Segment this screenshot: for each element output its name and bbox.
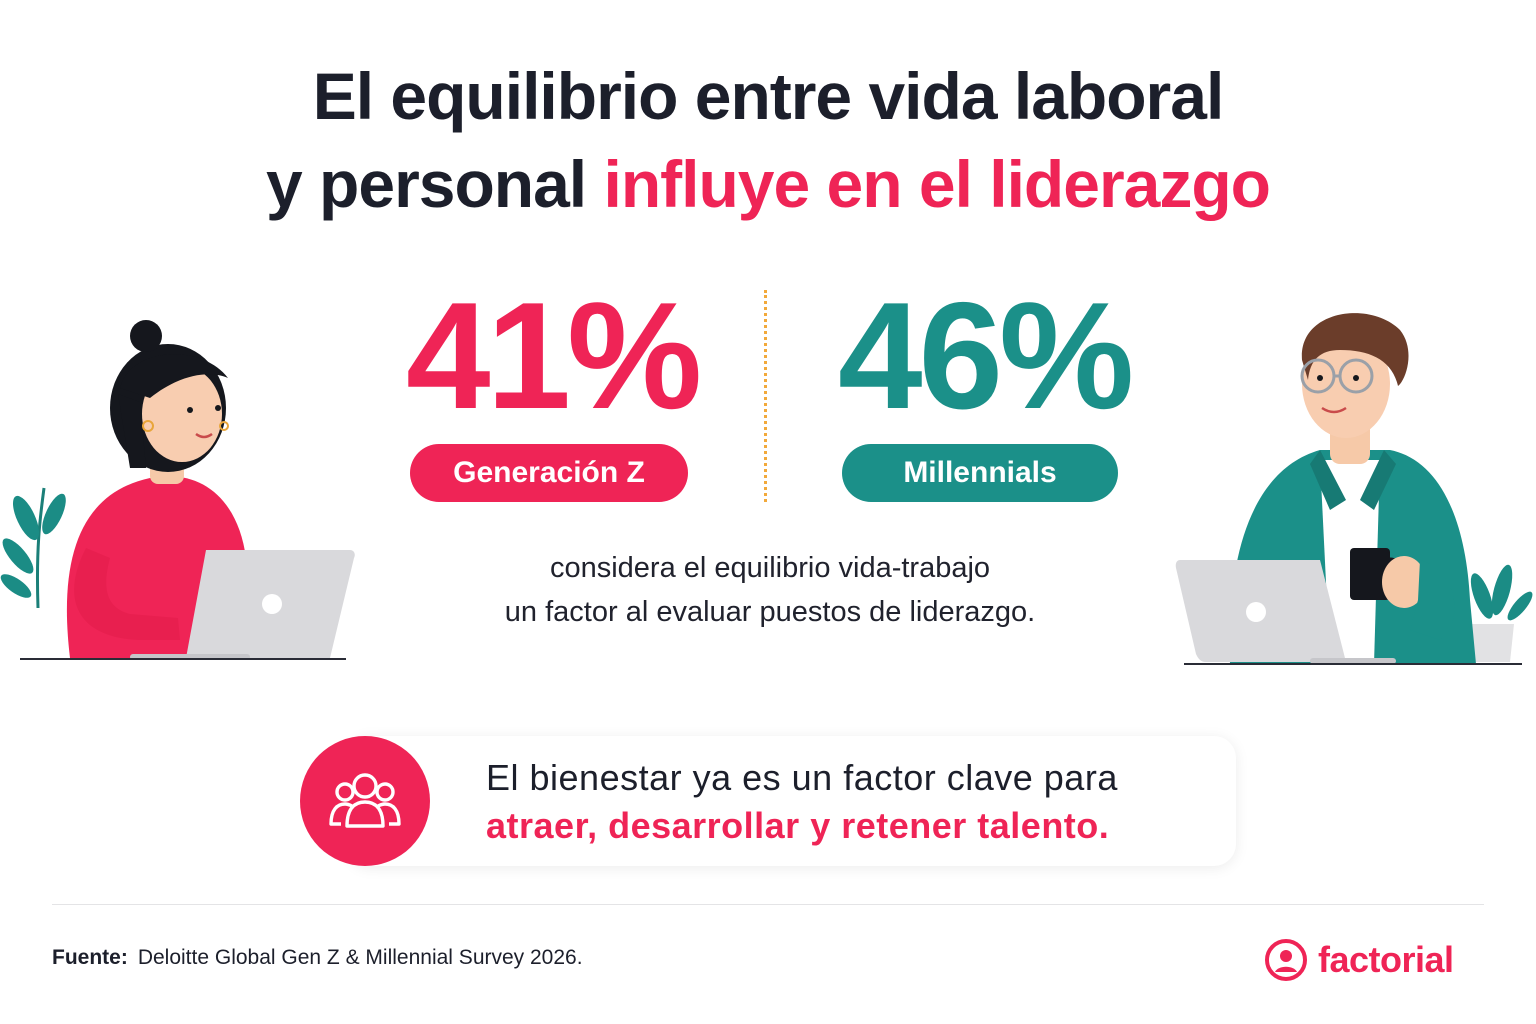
- callout-line-1: El bienestar ya es un factor clave para: [486, 757, 1118, 798]
- callout-card: [348, 736, 1236, 866]
- brand-name: factorial: [1318, 939, 1454, 980]
- stat-label-gen-z: Generación Z: [410, 444, 688, 502]
- factorial-logo[interactable]: factorial: [1264, 936, 1454, 984]
- description-line-1: considera el equilibrio vida-trabajo: [549, 552, 991, 584]
- title-line-2-plain: y personal: [266, 147, 604, 221]
- group-icon: [300, 736, 430, 866]
- stat-label-millennials: Millennials: [842, 444, 1118, 502]
- page-title: El equilibrio entre vida laboral y perso…: [0, 52, 1536, 228]
- description-line-2: un factor al evaluar puestos de liderazg…: [504, 596, 1036, 628]
- man-with-laptop-and-mug-illustration: [1175, 313, 1533, 665]
- stats-divider: [764, 290, 767, 502]
- title-line-2: y personal influye en el liderazgo: [0, 140, 1536, 228]
- callout-line-2: atraer, desarrollar y retener talento.: [486, 805, 1110, 846]
- plant-icon: [0, 487, 66, 609]
- title-line-2-accent: influye en el liderazgo: [603, 147, 1270, 221]
- stat-value-millennials: 46%: [838, 271, 1134, 441]
- potted-plant-icon: [1470, 564, 1533, 662]
- footer-divider: [52, 904, 1484, 905]
- callout-text: El bienestar ya es un factor clave para …: [486, 754, 1226, 850]
- woman-with-laptop-illustration: [0, 320, 355, 660]
- source-text: Deloitte Global Gen Z & Millennial Surve…: [137, 946, 583, 969]
- source-citation: Fuente: Deloitte Global Gen Z & Millennia…: [52, 946, 583, 970]
- title-line-1: El equilibrio entre vida laboral: [312, 59, 1225, 133]
- source-label: Fuente:: [52, 946, 128, 969]
- factorial-logo-icon: [1265, 939, 1307, 981]
- stat-value-gen-z: 41%: [406, 271, 702, 441]
- stats-description: considera el equilibrio vida-trabajo un …: [400, 546, 1140, 634]
